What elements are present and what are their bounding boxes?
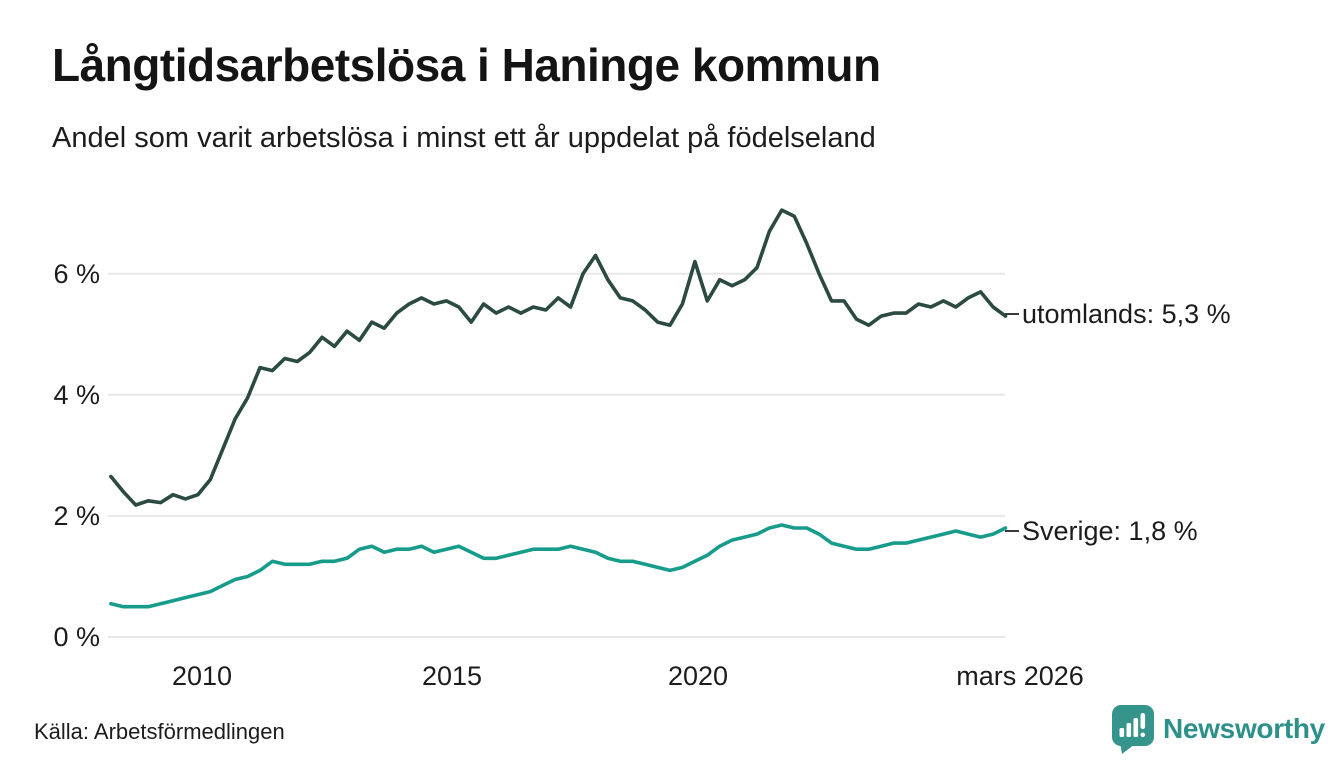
newsworthy-logo-icon	[1112, 705, 1154, 754]
y-tick-6: 6 %	[53, 259, 100, 289]
x-tick-2010: 2010	[171, 661, 233, 691]
y-tick-2: 2 %	[53, 501, 100, 531]
speech-bubble-shape	[1112, 705, 1154, 754]
y-tick-0: 0 %	[53, 622, 100, 652]
bar-chart-glyph	[1119, 713, 1146, 738]
page-title: Långtidsarbetslösa i Haninge kommun	[52, 39, 881, 91]
label-connector-dash	[1005, 530, 1019, 532]
series-label-sverige-text: Sverige: 1,8 %	[1022, 516, 1198, 546]
x-tick-mars-2026: mars 2026	[956, 661, 1084, 691]
series-line-Sverige	[109, 523, 1008, 609]
label-connector-dash	[1005, 313, 1019, 315]
x-tick-2020: 2020	[667, 661, 729, 691]
series-label-sverige: Sverige: 1,8 %	[1005, 515, 1198, 547]
x-tick-2015: 2015	[421, 661, 483, 691]
newsworthy-wordmark: Newsworthy	[1163, 713, 1325, 744]
y-tick-4: 4 %	[53, 380, 100, 410]
newsworthy-logo: Newsworthy	[1110, 704, 1325, 754]
source-note: Källa: Arbetsförmedlingen	[34, 719, 285, 744]
page-subtitle: Andel som varit arbetslösa i minst ett å…	[52, 122, 876, 154]
series-label-utomlands: utomlands: 5,3 %	[1005, 298, 1231, 330]
series-label-utomlands-text: utomlands: 5,3 %	[1022, 299, 1231, 329]
series-line-utomlands	[109, 208, 1008, 507]
